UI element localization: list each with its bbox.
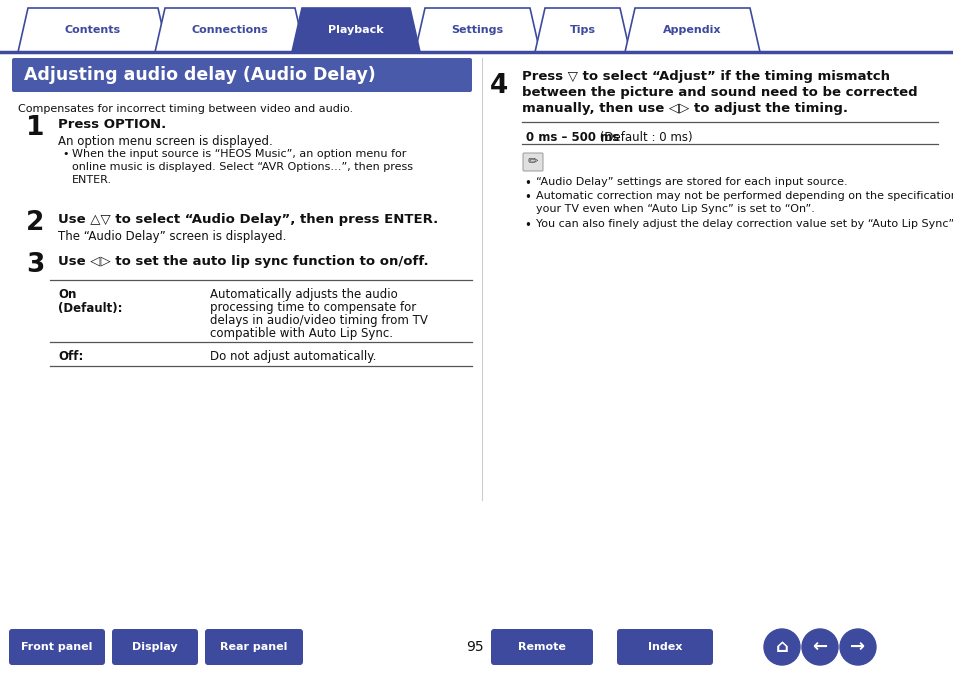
Text: 2: 2 [26,210,45,236]
Text: Use △▽ to select “Audio Delay”, then press ENTER.: Use △▽ to select “Audio Delay”, then pre… [58,213,437,226]
Text: online music is displayed. Select “AVR Options…”, then press: online music is displayed. Select “AVR O… [71,162,413,172]
Text: Remote: Remote [517,642,565,652]
Polygon shape [292,8,419,52]
Text: 95: 95 [466,640,483,654]
FancyBboxPatch shape [522,153,542,171]
Text: manually, then use ◁▷ to adjust the timing.: manually, then use ◁▷ to adjust the timi… [521,102,847,115]
Text: (Default):: (Default): [58,302,122,315]
Text: Front panel: Front panel [21,642,92,652]
Text: ✏: ✏ [527,155,537,168]
Text: 1: 1 [26,115,45,141]
FancyBboxPatch shape [9,629,105,665]
Text: Contents: Contents [65,25,121,35]
Circle shape [801,629,837,665]
Text: →: → [849,638,864,656]
Text: Connections: Connections [192,25,268,35]
Text: You can also finely adjust the delay correction value set by “Auto Lip Sync”.: You can also finely adjust the delay cor… [536,219,953,229]
Circle shape [763,629,800,665]
Polygon shape [154,8,305,52]
Text: Settings: Settings [451,25,503,35]
Polygon shape [415,8,539,52]
FancyBboxPatch shape [491,629,593,665]
Text: Playback: Playback [328,25,383,35]
Text: “Audio Delay” settings are stored for each input source.: “Audio Delay” settings are stored for ea… [536,177,846,187]
Text: •: • [523,219,530,232]
Text: Compensates for incorrect timing between video and audio.: Compensates for incorrect timing between… [18,104,353,114]
Text: Automatic correction may not be performed depending on the specifications of: Automatic correction may not be performe… [536,191,953,201]
Text: ←: ← [812,638,826,656]
Text: Automatically adjusts the audio: Automatically adjusts the audio [210,288,397,301]
Text: Index: Index [647,642,681,652]
Text: 3: 3 [26,252,45,278]
Text: Press ▽ to select “Adjust” if the timing mismatch: Press ▽ to select “Adjust” if the timing… [521,70,889,83]
FancyBboxPatch shape [12,58,472,92]
Text: When the input source is “HEOS Music”, an option menu for: When the input source is “HEOS Music”, a… [71,149,406,159]
Text: Off:: Off: [58,350,83,363]
Polygon shape [624,8,760,52]
Text: between the picture and sound need to be corrected: between the picture and sound need to be… [521,86,917,99]
Text: •: • [523,177,530,190]
FancyBboxPatch shape [205,629,303,665]
Text: An option menu screen is displayed.: An option menu screen is displayed. [58,135,273,148]
Text: On: On [58,288,76,301]
Text: 4: 4 [490,73,508,99]
Text: Appendix: Appendix [662,25,721,35]
Circle shape [840,629,875,665]
Text: •: • [523,191,530,204]
Text: 0 ms – 500 ms: 0 ms – 500 ms [525,131,618,144]
FancyBboxPatch shape [617,629,712,665]
Text: Use ◁▷ to set the auto lip sync function to on/off.: Use ◁▷ to set the auto lip sync function… [58,255,428,268]
Text: Tips: Tips [569,25,595,35]
Text: •: • [62,149,69,159]
Polygon shape [535,8,629,52]
Text: delays in audio/video timing from TV: delays in audio/video timing from TV [210,314,428,327]
Text: Display: Display [132,642,177,652]
Text: Rear panel: Rear panel [220,642,288,652]
Text: Press OPTION.: Press OPTION. [58,118,166,131]
Text: The “Audio Delay” screen is displayed.: The “Audio Delay” screen is displayed. [58,230,286,243]
Text: Do not adjust automatically.: Do not adjust automatically. [210,350,376,363]
Text: (Default : 0 ms): (Default : 0 ms) [596,131,692,144]
Text: ⌂: ⌂ [775,638,787,656]
Text: your TV even when “Auto Lip Sync” is set to “On”.: your TV even when “Auto Lip Sync” is set… [536,204,814,214]
Polygon shape [18,8,168,52]
Text: compatible with Auto Lip Sync.: compatible with Auto Lip Sync. [210,327,393,340]
Text: Adjusting audio delay (Audio Delay): Adjusting audio delay (Audio Delay) [24,66,375,84]
Text: ENTER.: ENTER. [71,175,112,185]
FancyBboxPatch shape [112,629,198,665]
Text: processing time to compensate for: processing time to compensate for [210,301,416,314]
